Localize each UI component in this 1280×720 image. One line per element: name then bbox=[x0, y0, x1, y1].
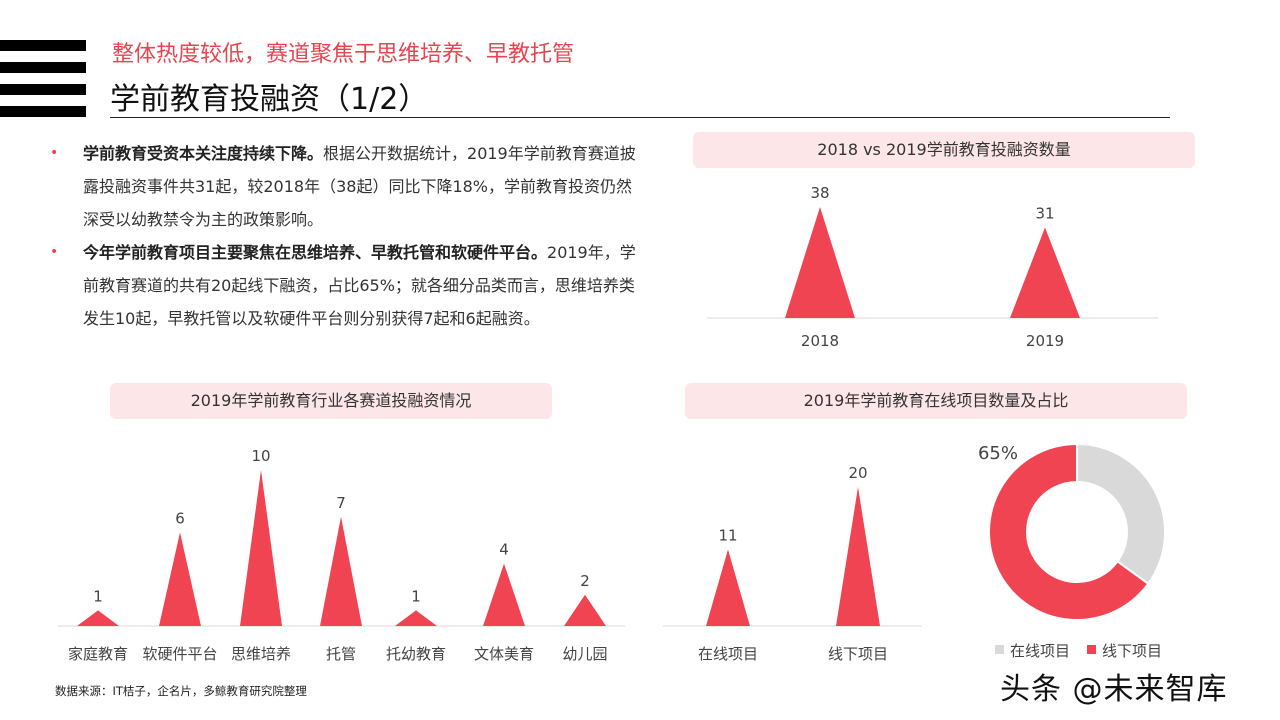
header-bar bbox=[0, 106, 86, 117]
data-label: 31 bbox=[1035, 204, 1054, 222]
bullet-icon: • bbox=[50, 244, 59, 260]
watermark: 头条 @未来智库 bbox=[1000, 672, 1228, 707]
category-label: 在线项目 bbox=[698, 645, 758, 663]
category-label: 托幼教育 bbox=[386, 645, 446, 663]
bullet-bold: 学前教育受资本关注度持续下降。 bbox=[83, 144, 324, 163]
category-label: 幼儿园 bbox=[562, 645, 607, 663]
data-label: 2 bbox=[580, 572, 590, 590]
bar-triangle bbox=[240, 470, 282, 626]
bar-triangle bbox=[1010, 227, 1080, 318]
data-label: 4 bbox=[499, 541, 509, 559]
data-label: 38 bbox=[810, 184, 829, 202]
category-label: 软硬件平台 bbox=[142, 645, 217, 663]
bullet-text: 2019年，学前教育赛道的共有20起线下融资，占比65%；就各细分品类而言，思维… bbox=[83, 243, 636, 328]
bar-triangle bbox=[159, 532, 201, 626]
category-label: 思维培养 bbox=[231, 645, 291, 663]
data-label: 11 bbox=[718, 527, 737, 545]
chart-title: 2018 vs 2019学前教育投融资数量 bbox=[693, 132, 1195, 168]
bullet-icon: • bbox=[50, 145, 59, 161]
legend-label: 线下项目 bbox=[1102, 642, 1162, 660]
bar-triangle bbox=[785, 207, 855, 318]
source-note: 数据来源：IT桔子，企名片，多鲸教育研究院整理 bbox=[55, 684, 307, 698]
divider bbox=[110, 117, 1170, 118]
data-label: 10 bbox=[251, 447, 270, 465]
bar-triangle bbox=[706, 549, 750, 626]
data-label: 1 bbox=[93, 587, 103, 605]
bar-triangle bbox=[836, 487, 880, 626]
bar-triangle bbox=[320, 516, 362, 626]
category-label: 2019 bbox=[1026, 332, 1064, 350]
bullet-text: 根据公开数据统计，2019年学前教育赛道披露投融资事件共31起，较2018年（3… bbox=[83, 144, 636, 229]
bullet-bold: 今年学前教育项目主要聚焦在思维培养、早教托管和软硬件平台。 bbox=[83, 243, 548, 262]
header-bar bbox=[0, 40, 86, 51]
donut-slice bbox=[988, 442, 1150, 621]
category-label: 线下项目 bbox=[828, 645, 888, 663]
category-label: 2018 bbox=[801, 332, 839, 350]
data-label: 6 bbox=[175, 509, 185, 527]
header-bar bbox=[0, 62, 86, 73]
chart-title: 2019年学前教育行业各赛道投融资情况 bbox=[110, 383, 552, 419]
donut-slice bbox=[1076, 442, 1166, 586]
data-label: 7 bbox=[336, 494, 346, 512]
bar-triangle bbox=[77, 610, 119, 626]
bar-triangle bbox=[395, 610, 437, 626]
data-label: 1 bbox=[411, 587, 421, 605]
category-label: 文体美育 bbox=[474, 645, 534, 663]
legend-label: 在线项目 bbox=[1010, 642, 1070, 660]
legend-swatch bbox=[995, 645, 1004, 654]
bullet-item: • 今年学前教育项目主要聚焦在思维培养、早教托管和软硬件平台。2019年，学前教育… bbox=[50, 236, 640, 335]
data-label: 20 bbox=[848, 464, 867, 482]
page-title: 学前教育投融资（1/2） bbox=[110, 82, 429, 117]
bar-triangle bbox=[564, 594, 606, 626]
category-label: 托管 bbox=[326, 645, 356, 663]
chart-title: 2019年学前教育在线项目数量及占比 bbox=[685, 383, 1187, 419]
legend-swatch bbox=[1087, 645, 1096, 654]
data-label: 65% bbox=[978, 443, 1018, 464]
bullet-list: • 学前教育受资本关注度持续下降。根据公开数据统计，2019年学前教育赛道披露投融… bbox=[50, 137, 640, 335]
bar-triangle bbox=[483, 563, 525, 626]
subtitle: 整体热度较低，赛道聚焦于思维培养、早教托管 bbox=[112, 42, 575, 67]
category-label: 家庭教育 bbox=[68, 645, 128, 663]
bullet-item: • 学前教育受资本关注度持续下降。根据公开数据统计，2019年学前教育赛道披露投融… bbox=[50, 137, 640, 236]
header-bar bbox=[0, 84, 86, 95]
